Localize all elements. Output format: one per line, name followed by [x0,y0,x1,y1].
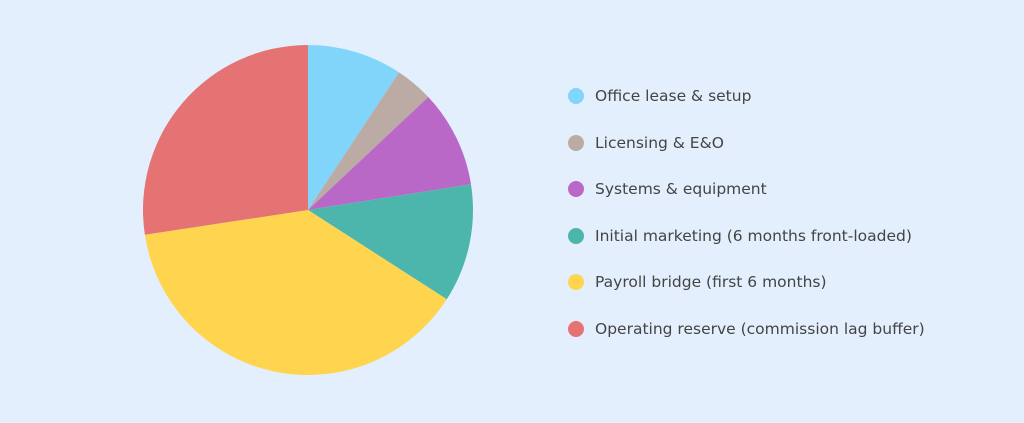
legend-item-office-lease[interactable]: Office lease & setup [568,86,925,106]
legend-label: Initial marketing (6 months front-loaded… [595,226,912,245]
pie-slice[interactable] [308,184,473,300]
legend-item-payroll[interactable]: Payroll bridge (first 6 months) [568,272,925,292]
legend-marker-icon [568,320,584,337]
legend-label: Operating reserve (commission lag buffer… [595,319,925,338]
legend: Office lease & setup Licensing & E&O Sys… [568,86,925,366]
legend-item-licensing[interactable]: Licensing & E&O [568,133,925,153]
pie-slice[interactable] [308,97,471,210]
pie-slice[interactable] [308,45,400,210]
legend-marker-icon [568,181,584,198]
legend-marker-icon [568,88,584,104]
legend-label: Systems & equipment [595,180,767,199]
legend-label: Licensing & E&O [595,133,724,152]
legend-marker-icon [568,227,584,244]
pie-slice[interactable] [143,45,308,235]
pie-slice[interactable] [308,72,429,210]
legend-label: Office lease & setup [595,87,752,105]
legend-item-systems[interactable]: Systems & equipment [568,179,925,199]
legend-marker-icon [568,134,584,151]
pie-slice[interactable] [144,210,447,375]
legend-marker-icon [568,274,584,291]
legend-item-reserve[interactable]: Operating reserve (commission lag buffer… [568,319,925,339]
legend-item-marketing[interactable]: Initial marketing (6 months front-loaded… [568,226,925,246]
legend-label: Payroll bridge (first 6 months) [595,273,827,292]
